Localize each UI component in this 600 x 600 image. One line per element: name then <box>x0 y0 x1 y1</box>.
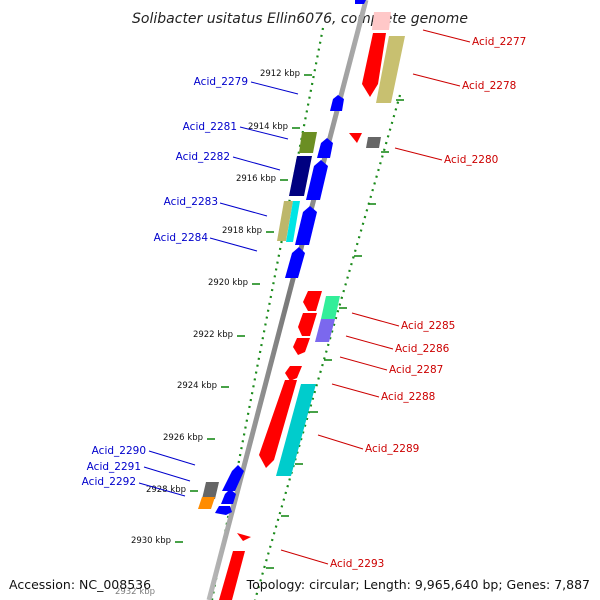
tick-2932: 2932 kbp <box>115 587 155 597</box>
gene-box-2293a[interactable] <box>237 533 251 541</box>
tick-2926: 2926 kbp <box>163 433 203 443</box>
gene-box-2285b[interactable] <box>321 296 340 319</box>
leader-2277 <box>422 29 471 43</box>
gene-box-2285a[interactable] <box>303 291 322 311</box>
gene-label-acid-2279[interactable]: Acid_2279 <box>194 76 248 88</box>
map-title: Solibacter usitatus Ellin6076, complete … <box>132 11 468 27</box>
gene-box-2291b[interactable] <box>221 489 236 504</box>
gene-box-2282[interactable] <box>289 156 312 196</box>
gene-label-acid-2287[interactable]: Acid_2287 <box>389 364 443 376</box>
gene-box-2282b[interactable] <box>306 160 328 200</box>
gene-label-acid-2281[interactable]: Acid_2281 <box>183 121 237 133</box>
gene-box-2291a[interactable] <box>202 482 219 499</box>
gene-label-acid-2292[interactable]: Acid_2292 <box>82 476 136 488</box>
gene-box-2283c[interactable] <box>295 206 317 245</box>
leader-2291 <box>143 466 191 482</box>
right-strand-features <box>219 12 405 600</box>
gene-label-acid-2282[interactable]: Acid_2282 <box>176 151 230 163</box>
right-leaders <box>280 29 471 565</box>
gene-label-acid-2284[interactable]: Acid_2284 <box>154 232 209 244</box>
gene-box-2281[interactable] <box>299 132 317 153</box>
gene-box-2283b[interactable] <box>286 201 300 242</box>
gene-box-2293b[interactable] <box>219 551 245 600</box>
gene-label-acid-2291[interactable]: Acid_2291 <box>87 461 141 473</box>
gene-box-2276[interactable] <box>355 0 366 4</box>
gene-box-2292a[interactable] <box>198 497 215 509</box>
leader-2282 <box>232 156 281 171</box>
gene-box-2284[interactable] <box>285 247 305 278</box>
leader-2293 <box>280 549 329 565</box>
gene-label-acid-2278[interactable]: Acid_2278 <box>462 80 516 92</box>
gene-box-2287[interactable] <box>293 338 310 355</box>
tick-2930: 2930 kbp <box>131 536 171 546</box>
gene-box-2283a[interactable] <box>277 201 293 241</box>
tick-2918: 2918 kbp <box>222 226 262 236</box>
genome-backbone <box>206 0 369 600</box>
gene-box-2290[interactable] <box>222 465 244 491</box>
leader-2285 <box>351 312 400 327</box>
gene-label-acid-2280[interactable]: Acid_2280 <box>444 154 498 166</box>
gene-box-2286a[interactable] <box>298 313 317 336</box>
gene-box-2289a[interactable] <box>259 380 297 468</box>
leader-2292 <box>138 482 186 497</box>
genome-summary-text: Topology: circular; Length: 9,965,640 bp… <box>246 577 590 592</box>
left-leaders <box>138 81 299 497</box>
gene-box-2278[interactable] <box>376 36 405 103</box>
leader-2288 <box>331 383 380 398</box>
gene-box-2289b[interactable] <box>276 384 316 476</box>
tick-2916: 2916 kbp <box>236 174 276 184</box>
gene-label-acid-2277[interactable]: Acid_2277 <box>472 36 526 48</box>
tick-2924: 2924 kbp <box>177 381 217 391</box>
right-gene-labels: Acid_2277 Acid_2278 Acid_2280 Acid_2285 … <box>330 36 526 570</box>
tick-2928: 2928 kbp <box>146 485 186 495</box>
leader-2280 <box>394 147 443 161</box>
leader-2290 <box>148 450 196 466</box>
leader-2278 <box>412 73 461 87</box>
left-strand-features <box>198 0 366 515</box>
gene-label-acid-2286[interactable]: Acid_2286 <box>395 343 450 355</box>
tick-2912: 2912 kbp <box>260 69 300 79</box>
gene-label-acid-2283[interactable]: Acid_2283 <box>164 196 218 208</box>
left-gene-labels: Acid_2279 Acid_2281 Acid_2282 Acid_2283 … <box>82 76 248 488</box>
gene-box-2280a[interactable] <box>349 133 362 143</box>
gene-label-acid-2288[interactable]: Acid_2288 <box>381 391 435 403</box>
kbp-ticks: 2912 kbp 2914 kbp 2916 kbp 2918 kbp 2920… <box>115 69 312 597</box>
right-ruler-dashes <box>266 99 404 569</box>
tick-2914: 2914 kbp <box>248 122 288 132</box>
leader-2289 <box>317 434 364 450</box>
gene-box-2277[interactable] <box>362 33 386 97</box>
gene-label-acid-2293[interactable]: Acid_2293 <box>330 558 384 570</box>
gene-label-acid-2289[interactable]: Acid_2289 <box>365 443 419 455</box>
leader-2286 <box>345 335 394 350</box>
leader-2287 <box>339 356 388 371</box>
leader-2281 <box>239 126 289 140</box>
gene-label-acid-2290[interactable]: Acid_2290 <box>92 445 146 457</box>
gene-box-2279[interactable] <box>330 95 344 111</box>
accession-text: Accession: NC_008536 <box>9 577 152 592</box>
leader-2284 <box>209 237 258 252</box>
gene-box-2288[interactable] <box>285 366 302 381</box>
gene-box-2286b[interactable] <box>315 319 335 342</box>
leader-2279 <box>250 81 299 95</box>
gene-label-acid-2285[interactable]: Acid_2285 <box>401 320 455 332</box>
gene-box-2292b[interactable] <box>215 506 232 515</box>
gene-box-2281b[interactable] <box>317 138 333 158</box>
tick-2922: 2922 kbp <box>193 330 233 340</box>
gene-box-2280b[interactable] <box>366 137 381 148</box>
leader-2283 <box>219 202 268 217</box>
gene-box-2277a[interactable] <box>372 12 391 30</box>
tick-2920: 2920 kbp <box>208 278 248 288</box>
